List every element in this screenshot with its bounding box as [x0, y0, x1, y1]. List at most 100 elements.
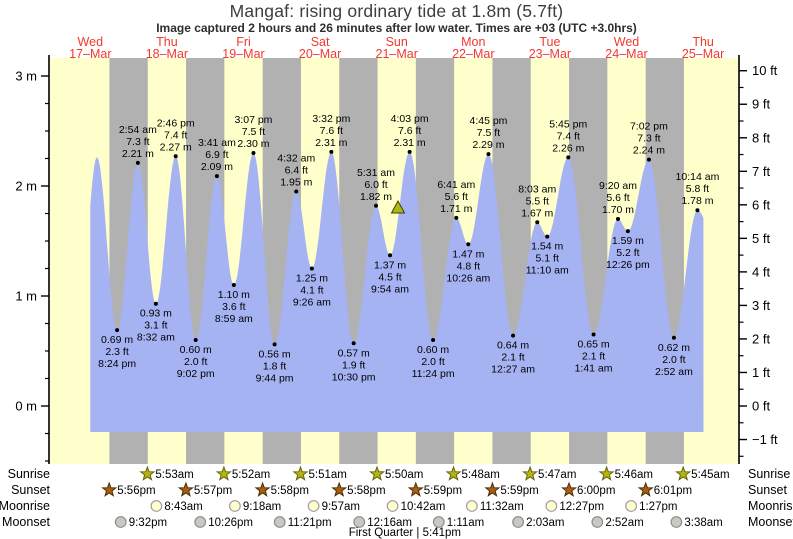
- moonset-time: 10:26pm: [208, 517, 253, 529]
- low-tide-label-line: 1.8 ft: [263, 360, 286, 372]
- low-tide-label-line: 2.0 ft: [421, 356, 444, 368]
- tide-point-dot: [535, 220, 540, 225]
- tide-point-dot: [351, 341, 356, 346]
- right-axis-tick-label: 3 ft: [752, 298, 770, 313]
- high-tide-label-line: 1.95 m: [280, 177, 312, 189]
- low-tide-label-line: 8:32 am: [137, 332, 175, 344]
- sunset-time: 6:01pm: [654, 485, 692, 497]
- tide-point-dot: [625, 229, 630, 234]
- tide-point-dot: [272, 342, 277, 347]
- high-tide-label-line: 5.6 ft: [445, 191, 468, 203]
- moonrise-icon: [229, 500, 241, 512]
- tide-point-dot: [454, 215, 459, 220]
- tide-point-dot: [591, 332, 596, 337]
- moonset-icon: [670, 516, 683, 528]
- page-title: Mangaf: rising ordinary tide at 1.8m (5.…: [229, 1, 564, 21]
- high-tide-label-line: 7:02 pm: [630, 121, 668, 133]
- low-tide-label-line: 1.25 m: [296, 273, 328, 285]
- right-axis-tick-label: 10 ft: [752, 63, 778, 78]
- sunset-time: 5:59pm: [424, 485, 462, 497]
- low-tide-label-line: 3.6 ft: [222, 301, 245, 313]
- low-tide-label-line: 11:24 pm: [412, 368, 455, 380]
- high-tide-label-line: 7.4 ft: [557, 130, 580, 142]
- sunrise-icon: [139, 465, 156, 481]
- tide-point-dot: [646, 157, 651, 162]
- low-tide-label-line: 0.69 m: [101, 334, 133, 346]
- sunset-icon: [177, 481, 194, 497]
- page-subtitle: Image captured 2 hours and 26 minutes af…: [156, 21, 637, 35]
- moonrise-icon: [465, 500, 478, 512]
- tide-point-dot: [153, 301, 158, 306]
- high-tide-label-line: 2.24 m: [633, 145, 665, 157]
- astro-row-label-right: Moonrise: [748, 499, 793, 513]
- high-tide-label-line: 5.5 ft: [526, 195, 549, 207]
- tide-point-dot: [466, 242, 471, 247]
- moonset-icon: [591, 516, 604, 528]
- sunset-time: 5:57pm: [194, 485, 232, 497]
- sunrise-icon: [675, 465, 692, 481]
- moonrise-time: 9:57am: [322, 501, 360, 513]
- low-tide-label-line: 0.60 m: [417, 344, 449, 356]
- tide-point-dot: [135, 160, 140, 165]
- high-tide-label-line: 1.71 m: [440, 203, 472, 215]
- tide-point-dot: [511, 333, 516, 338]
- high-tide-label-line: 7.5 ft: [242, 126, 265, 138]
- moonrise-time: 10:42am: [401, 501, 446, 513]
- high-tide-label-line: 3:41 am: [198, 137, 236, 149]
- low-tide-label-line: 4.8 ft: [457, 260, 480, 272]
- astro-row-label-left: Sunrise: [8, 467, 50, 481]
- low-tide-label-line: 1.59 m: [612, 235, 644, 247]
- moonset-icon: [512, 516, 525, 528]
- high-tide-label-line: 5:45 pm: [549, 118, 587, 130]
- sunset-icon: [254, 481, 271, 497]
- low-tide-label-line: 9:02 pm: [177, 368, 215, 380]
- left-axis-tick-label: 1 m: [15, 289, 37, 304]
- sunset-icon: [407, 481, 424, 497]
- low-tide-label-line: 2.1 ft: [582, 351, 605, 363]
- high-tide-label-line: 2.30 m: [237, 138, 269, 150]
- day-label-weekday: Mon: [461, 35, 485, 49]
- moonset-time: 2:52am: [605, 517, 643, 529]
- sunset-time: 5:58pm: [347, 485, 385, 497]
- day-label-date: 22–Mar: [452, 47, 494, 61]
- tide-point-dot: [309, 266, 314, 271]
- low-tide-label-line: 12:26 pm: [606, 259, 650, 271]
- right-axis-tick-label: 4 ft: [752, 264, 770, 279]
- day-label-weekday: Fri: [236, 35, 251, 49]
- day-label-date: 23–Mar: [529, 47, 571, 61]
- sunset-icon: [561, 481, 578, 497]
- sunset-icon: [331, 481, 348, 497]
- day-label-date: 21–Mar: [376, 47, 418, 61]
- day-label-date: 18–Mar: [146, 47, 188, 61]
- right-axis-tick-label: 6 ft: [752, 197, 770, 212]
- sunrise-icon: [215, 465, 232, 481]
- sunrise-time: 5:51am: [308, 469, 346, 481]
- astro-row-label-left: Sunset: [11, 483, 50, 497]
- tide-point-dot: [251, 151, 256, 155]
- day-label-weekday: Wed: [78, 35, 104, 49]
- low-tide-label-line: 1.10 m: [218, 289, 250, 301]
- sunset-icon: [637, 481, 654, 497]
- low-tide-label-line: 2.1 ft: [501, 352, 524, 364]
- right-axis-tick-label: 9 ft: [752, 97, 770, 112]
- tide-point-dot: [695, 208, 700, 213]
- low-tide-label-line: 5.2 ft: [616, 247, 639, 259]
- low-tide-label-line: 0.65 m: [578, 339, 610, 351]
- sunrise-time: 5:52am: [232, 469, 270, 481]
- tide-point-dot: [431, 338, 436, 342]
- astro-row-label-right: Sunset: [748, 483, 787, 497]
- tide-point-dot: [388, 253, 393, 258]
- moonset-time: 2:03am: [526, 517, 564, 529]
- moonset-time: 3:38am: [684, 517, 722, 529]
- high-tide-label-line: 1.67 m: [521, 207, 553, 219]
- sunrise-icon: [445, 465, 462, 481]
- tide-point-dot: [545, 234, 550, 239]
- high-tide-label-line: 3:07 pm: [234, 114, 272, 126]
- tide-point-dot: [374, 203, 379, 208]
- high-tide-label-line: 2.26 m: [552, 142, 584, 154]
- moonrise-icon: [545, 500, 558, 512]
- tide-point-dot: [115, 328, 120, 333]
- moonrise-time: 1:27pm: [639, 501, 677, 513]
- high-tide-label-line: 2:46 pm: [157, 117, 195, 129]
